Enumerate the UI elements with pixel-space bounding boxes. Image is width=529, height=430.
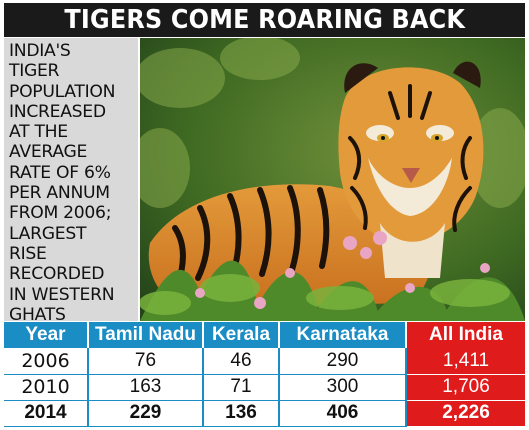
cell-karnataka: 300 xyxy=(279,374,407,401)
summary-panel: INDIA'S TIGER POPULATION INCREASED AT TH… xyxy=(4,38,138,325)
table-row: 2006 76 46 290 1,411 xyxy=(4,348,525,375)
cell-year: 2010 xyxy=(4,374,89,401)
cell-all-india: 1,411 xyxy=(406,348,525,375)
cell-kerala: 136 xyxy=(203,400,280,427)
col-header-kerala: Kerala xyxy=(203,322,280,348)
summary-text: INDIA'S TIGER POPULATION INCREASED AT TH… xyxy=(9,41,116,325)
col-header-tamil-nadu: Tamil Nadu xyxy=(88,322,204,348)
title-banner: TIGERS COME ROARING BACK xyxy=(4,3,525,37)
page-title: TIGERS COME ROARING BACK xyxy=(64,5,465,35)
cell-all-india: 2,226 xyxy=(406,400,525,426)
cell-tamil-nadu: 229 xyxy=(88,400,204,427)
col-header-karnataka: Karnataka xyxy=(279,322,407,348)
cell-karnataka: 406 xyxy=(279,400,407,427)
tiger-photo xyxy=(140,38,525,321)
cell-tamil-nadu: 163 xyxy=(88,374,204,401)
table-row: 2014 229 136 406 2,226 xyxy=(4,400,525,427)
table-row: 2010 163 71 300 1,706 xyxy=(4,374,525,401)
cell-kerala: 46 xyxy=(203,348,280,375)
population-table: Year Tamil Nadu Kerala Karnataka All Ind… xyxy=(4,322,525,427)
population-table-wrap: Year Tamil Nadu Kerala Karnataka All Ind… xyxy=(4,322,525,427)
cell-year: 2006 xyxy=(4,348,89,375)
cell-all-india: 1,706 xyxy=(406,374,525,401)
cell-year: 2014 xyxy=(4,400,89,427)
cell-karnataka: 290 xyxy=(279,348,407,375)
tiger-illustration xyxy=(140,38,525,321)
col-header-all-india: All India xyxy=(406,322,525,348)
cell-tamil-nadu: 76 xyxy=(88,348,204,375)
table-header-row: Year Tamil Nadu Kerala Karnataka All Ind… xyxy=(4,322,525,348)
cell-kerala: 71 xyxy=(203,374,280,401)
col-header-year: Year xyxy=(4,322,89,348)
